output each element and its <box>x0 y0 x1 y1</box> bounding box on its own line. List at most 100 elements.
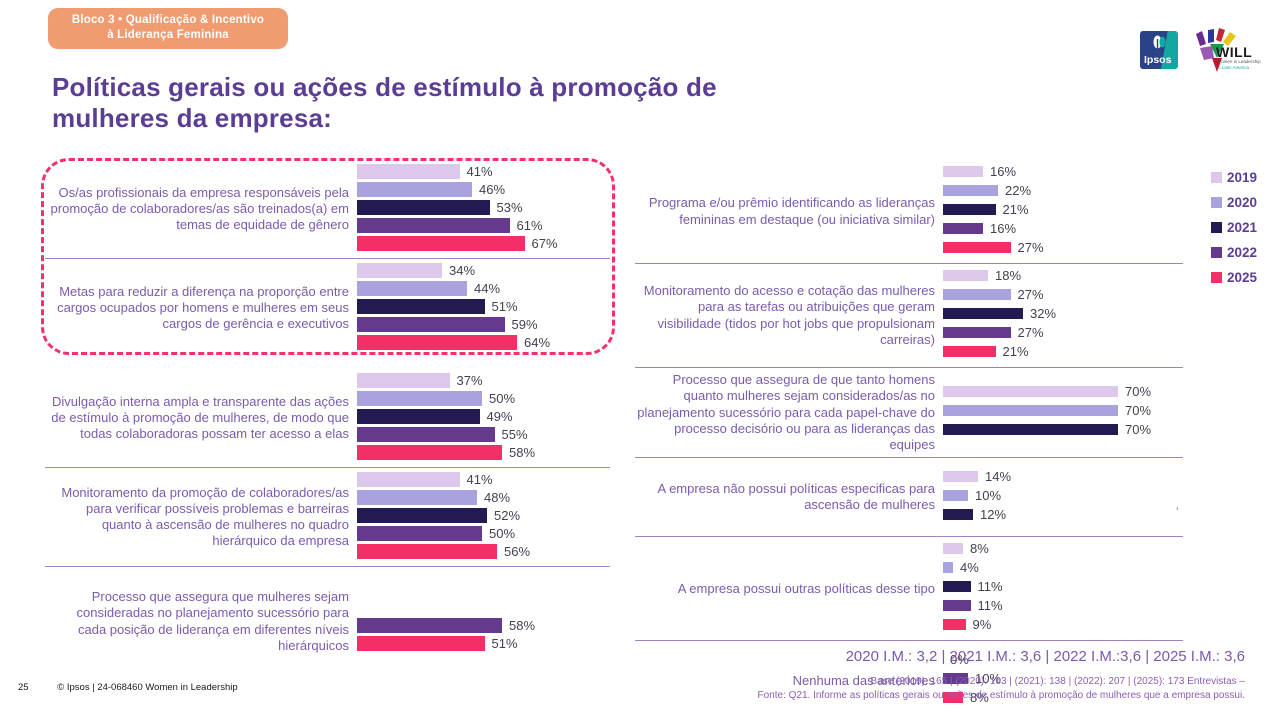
category-label: A empresa possui outras políticas desse … <box>677 580 935 596</box>
will-logo-label: WILL <box>1216 44 1253 60</box>
bar-2021 <box>357 409 480 424</box>
legend-label: 2020 <box>1227 195 1258 210</box>
page-number: 25 <box>18 682 29 693</box>
bar-row-2020: 27% <box>943 287 1183 302</box>
bar-2022 <box>357 618 502 633</box>
bar-row-2020: 10% <box>943 488 1183 503</box>
category-label: Processo que assegura de que tanto homen… <box>637 372 935 452</box>
bar-row-2022: 58% <box>357 618 610 633</box>
category-label: Monitoramento da promoção de colaborador… <box>61 484 349 549</box>
bar-2020 <box>357 182 472 197</box>
chart-group: Processo que assegura de que tanto homen… <box>635 368 1183 459</box>
bar-2022 <box>357 317 505 332</box>
copyright-text: © Ipsos | 24-068460 Women in Leadership <box>57 682 238 693</box>
bar-row-2020: 46% <box>357 182 610 197</box>
bar-value: 11% <box>977 579 1003 595</box>
legend-item-2020: 2020 <box>1211 195 1257 210</box>
legend-swatch-icon <box>1211 247 1222 258</box>
bar-row-2025: 21% <box>943 344 1183 359</box>
bar-2021 <box>357 200 490 215</box>
legend-swatch-icon <box>1211 222 1222 233</box>
bar-group: 70% 70% 70% <box>943 384 1183 441</box>
bar-2022 <box>943 327 1011 338</box>
bar-row-2019: 41% <box>357 164 610 179</box>
bar-2019 <box>357 373 450 388</box>
bar-value: 8% <box>970 690 989 706</box>
bar-value: 27% <box>1017 287 1044 302</box>
bar-value: 59% <box>511 317 538 332</box>
bar-value: 16% <box>990 221 1017 236</box>
bar-row-2022: 10% <box>943 671 1183 686</box>
bar-2021 <box>357 508 487 523</box>
bar-value: 11% <box>977 598 1003 614</box>
bar-group: 18% 27% 32% 27% 21% <box>943 268 1183 363</box>
bar-group: 41% 46% 53% 61% 67% <box>357 164 610 254</box>
bar-row-2025: 8% <box>943 690 1183 705</box>
bar-value: 0% <box>950 652 969 668</box>
bar-value: 10% <box>975 671 1002 687</box>
bar-value: 32% <box>1030 306 1057 321</box>
bar-value: 12% <box>980 506 1007 522</box>
bar-2021 <box>943 508 973 520</box>
bar-value: 70% <box>1125 403 1152 419</box>
chart-group: Monitoramento da promoção de colaborador… <box>45 468 610 567</box>
block-badge: Bloco 3 • Qualificação & Incentivo à Lid… <box>48 8 288 49</box>
bar-value: 58% <box>509 445 536 460</box>
chart-group: Divulgação interna ampla e transparente … <box>45 369 610 468</box>
bar-2020 <box>357 391 482 406</box>
bar-value: 55% <box>501 427 528 442</box>
bar-value: 41% <box>466 164 493 179</box>
bar-value: 53% <box>496 200 523 215</box>
page-title-line2: mulheres da empresa: <box>52 103 333 134</box>
bar-value: 27% <box>1017 240 1044 255</box>
bar-row-2022: 50% <box>357 526 610 541</box>
bar-value: 21% <box>1002 344 1029 359</box>
bar-value: 10% <box>975 487 1002 503</box>
bar-2025 <box>357 335 517 350</box>
bar-value: 52% <box>494 508 521 523</box>
bar-2025 <box>357 636 485 651</box>
bar-2019 <box>943 270 988 281</box>
bar-row-2021: 12% <box>943 507 1183 522</box>
chart-right-column: Programa e/ou prêmio identificando as li… <box>635 160 1183 720</box>
category-label: Os/as profissionais da empresa responsáv… <box>50 184 349 233</box>
bar-row-2020: 50% <box>357 391 610 406</box>
bar-row-2025: 56% <box>357 544 610 559</box>
will-hands-icon <box>1196 28 1236 72</box>
category-label: Divulgação interna ampla e transparente … <box>51 393 349 442</box>
bar-row-2019: 18% <box>943 268 1183 283</box>
legend-label: 2021 <box>1227 220 1258 235</box>
bar-2022 <box>943 600 971 612</box>
bar-row-2021: 52% <box>357 508 610 523</box>
bar-row-2022: 55% <box>357 427 610 442</box>
bar-group: 58% 51% <box>357 618 610 654</box>
bar-row-2022: 59% <box>357 317 610 332</box>
bar-group: 8% 4% 11% 11% 9% <box>943 541 1183 636</box>
legend-item-2022: 2022 <box>1211 245 1257 260</box>
bar-2020 <box>943 185 998 196</box>
bar-2020 <box>943 562 953 574</box>
chart-group: Processo que assegura que mulheres sejam… <box>45 567 610 662</box>
chart-left-column: Os/as profissionais da empresa responsáv… <box>45 160 610 662</box>
bar-value: 51% <box>491 636 518 651</box>
bar-2022 <box>357 427 495 442</box>
bar-value: 37% <box>456 373 483 388</box>
bar-row-2019: 37% <box>357 373 610 388</box>
block-badge-line1: Bloco 3 • Qualificação & Incentivo <box>71 14 265 26</box>
bar-row-2019: 70% <box>943 384 1183 399</box>
category-label: Metas para reduzir a diferença na propor… <box>57 283 349 332</box>
legend-label: 2022 <box>1227 245 1258 260</box>
block-badge-line2: à Liderança Feminina <box>107 28 229 41</box>
source-note: Base (2019): 165 | (2020): 163 | (2021):… <box>758 675 1246 702</box>
fonte-line: Fonte: Q21. Informe as políticas gerais … <box>757 689 1246 701</box>
bar-value: 64% <box>524 335 551 350</box>
bar-2021 <box>357 299 485 314</box>
legend-swatch-icon <box>1211 197 1222 208</box>
bar-2022 <box>943 673 968 685</box>
bar-row-2025: 58% <box>357 445 610 460</box>
category-label: A empresa não possui políticas especific… <box>657 481 936 513</box>
bar-row-2020: 44% <box>357 281 610 296</box>
chart-group: Programa e/ou prêmio identificando as li… <box>635 160 1183 264</box>
bar-row-2021: 11% <box>943 579 1183 594</box>
